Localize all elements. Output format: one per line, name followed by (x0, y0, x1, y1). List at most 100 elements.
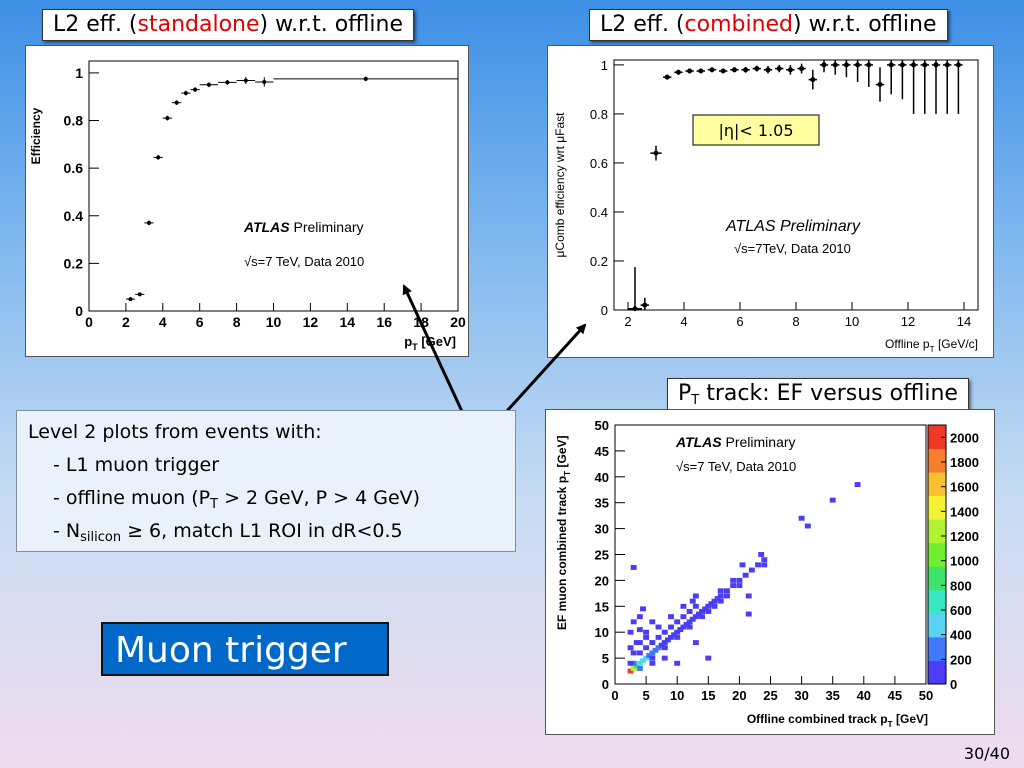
x-tick-label: 35 (825, 688, 839, 703)
colorbar-segment (928, 542, 946, 567)
heatmap-cell (711, 598, 718, 604)
data-point (754, 66, 760, 72)
x-tick-label: 10 (266, 314, 282, 330)
heatmap-cell (630, 665, 637, 671)
heatmap-cell (677, 627, 684, 633)
heatmap-cell (636, 640, 643, 646)
heatmap-cell (745, 611, 752, 617)
selection-l1-trigger: - L1 muon trigger (53, 454, 220, 476)
selection-heading: Level 2 plots from events with: (28, 421, 322, 443)
colorbar-segment (928, 660, 946, 685)
data-point (832, 62, 838, 68)
x-tick-label: 30 (794, 688, 808, 703)
data-point (243, 78, 248, 83)
heatmap-cell (627, 645, 634, 651)
colorbar-tick-label: 1000 (950, 554, 979, 569)
x-tick-label: 6 (196, 314, 204, 330)
heatmap-cell (854, 482, 861, 488)
heatmap-cell (730, 577, 737, 583)
data-point (799, 66, 805, 72)
standalone-efficiency-plot: 0 2 4 6 8 10 12 14 16 18 20 0 0.2 0.4 0.6 0.8 1 Efficienc… (25, 45, 469, 357)
heatmap-cell (714, 596, 721, 601)
heatmap-cell (655, 634, 662, 640)
heatmap-cell (689, 598, 696, 604)
heatmap-cell (636, 665, 643, 671)
data-point (165, 116, 170, 121)
heatmap-cell (652, 647, 659, 653)
data-point (810, 77, 816, 83)
y-tick-label: 0 (75, 303, 83, 319)
colorbar-segment (928, 566, 946, 591)
heatmap-cell (649, 660, 656, 666)
heatmap-cell (627, 660, 634, 666)
heatmap-cell (739, 562, 746, 568)
data-point (944, 62, 950, 68)
heatmap-cell (630, 564, 637, 570)
data-point (922, 62, 928, 68)
heatmap-cell (748, 567, 755, 573)
heatmap-cell (661, 629, 668, 635)
data-point (128, 297, 133, 302)
atlas-label: ATLAS Preliminary (243, 219, 364, 235)
heatmap-cell (758, 552, 765, 557)
y-tick-label: 40 (595, 470, 609, 485)
selection-offline-muon: - offline muon (PT > 2 GeV, P > 4 GeV) (53, 487, 421, 512)
y-tick-label: 5 (602, 651, 609, 666)
data-point (899, 62, 905, 68)
caption-combined: L2 eff. (combined) w.r.t. offline (589, 9, 948, 41)
heatmap-cell (674, 629, 681, 635)
heatmap-cell (702, 606, 709, 612)
data-point (866, 62, 872, 68)
heatmap-cell (671, 632, 678, 638)
heatmap-cell (636, 614, 643, 620)
heatmap-cell (630, 650, 637, 656)
x-axis-label: Offline pT [GeV/c] (885, 337, 978, 354)
x-tick-label: 45 (888, 688, 902, 703)
y-tick-label: 0.4 (590, 205, 608, 220)
heatmap-cell (640, 606, 646, 612)
heatmap-cell (696, 611, 702, 617)
x-tick-label: 2 (624, 314, 631, 329)
y-tick-label: 0.6 (64, 160, 84, 176)
x-tick-label: 8 (233, 314, 241, 330)
x-tick-label: 6 (736, 314, 743, 329)
x-tick-label: 0 (611, 688, 618, 703)
colorbar-tick-label: 1200 (950, 529, 979, 544)
heatmap-cell (664, 637, 671, 643)
caption-standalone: L2 eff. (standalone) w.r.t. offline (42, 9, 415, 41)
heatmap-cell (658, 642, 665, 648)
y-tick-label: 1 (75, 65, 83, 81)
heatmap-cell (730, 583, 737, 589)
y-tick-label: 15 (595, 599, 609, 614)
colorbar-segment (928, 613, 946, 638)
heatmap-cell (705, 603, 712, 609)
energy-label: √s=7 TeV, Data 2010 (244, 254, 364, 269)
x-tick-label: 15 (701, 688, 715, 703)
x-tick-label: 0 (85, 314, 93, 330)
heatmap-cell (804, 523, 811, 529)
colorbar-segment (928, 636, 946, 661)
heatmap-cell (640, 658, 646, 664)
x-tick-label: 12 (901, 314, 915, 329)
x-tick-label: 20 (450, 314, 466, 330)
x-tick-label: 50 (919, 688, 933, 703)
colorbar-tick-label: 400 (950, 628, 972, 643)
heatmap-cell (661, 640, 668, 646)
y-tick-label: 0 (601, 303, 608, 318)
plot-frame (613, 59, 979, 311)
heatmap-cell (692, 603, 699, 609)
heatmap-cell (649, 650, 656, 656)
y-tick-label: 0.8 (590, 107, 608, 122)
x-axis-label: pT [GeV] (404, 334, 456, 352)
heatmap-cell (761, 562, 768, 568)
heatmap-cell (686, 609, 693, 614)
heatmap-cell (708, 601, 715, 607)
atlas-label: ATLAS Preliminary (675, 434, 796, 450)
colorbar-segment (928, 589, 946, 614)
heatmap-cell (680, 603, 687, 609)
heatmap-cell (680, 614, 687, 620)
y-tick-label: 0.2 (64, 255, 84, 271)
data-point (698, 68, 704, 74)
eta-annotation-box (692, 114, 820, 146)
combined-efficiency-plot: 2 4 6 8 10 12 14 0 0.2 0.4 0.6 0.8 1 μComb efficiency… (547, 45, 994, 358)
